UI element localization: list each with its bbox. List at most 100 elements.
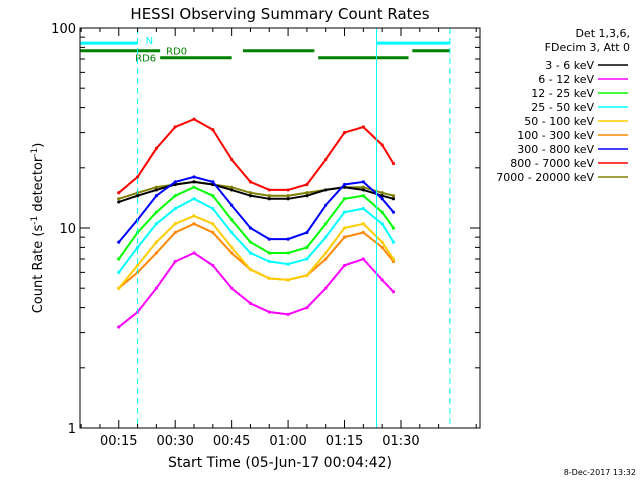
data-point bbox=[173, 125, 177, 129]
data-point bbox=[117, 240, 121, 244]
data-point bbox=[286, 251, 290, 255]
data-point bbox=[361, 222, 365, 226]
series-line-7 bbox=[118, 175, 395, 243]
flag-label-rd0: RD0 bbox=[166, 47, 187, 58]
data-point bbox=[173, 222, 177, 226]
data-point bbox=[286, 188, 290, 192]
legend-header-2: FDecim 3, Att 0 bbox=[545, 41, 630, 54]
data-point bbox=[267, 188, 271, 192]
data-point bbox=[192, 117, 196, 121]
data-point bbox=[173, 230, 177, 235]
data-point bbox=[380, 240, 384, 244]
data-point bbox=[135, 175, 140, 179]
legend-label: 50 - 100 keV bbox=[524, 115, 594, 128]
x-tick-label: 00:15 bbox=[100, 434, 137, 449]
plot-frame bbox=[79, 27, 481, 429]
x-tick-label: 00:30 bbox=[156, 434, 193, 449]
x-tick-label: 01:00 bbox=[269, 434, 306, 449]
data-point bbox=[192, 251, 196, 255]
data-point bbox=[391, 194, 396, 198]
data-point bbox=[342, 263, 347, 268]
data-point bbox=[305, 257, 309, 261]
data-point bbox=[230, 286, 234, 290]
series-line-5 bbox=[118, 214, 395, 289]
data-point bbox=[324, 251, 328, 255]
data-point bbox=[361, 185, 365, 189]
data-point bbox=[305, 182, 309, 187]
footer-date: 8-Dec-2017 13:32 bbox=[564, 468, 636, 477]
data-point bbox=[380, 278, 384, 282]
data-point bbox=[230, 203, 234, 207]
data-point bbox=[324, 257, 328, 261]
data-point bbox=[324, 203, 328, 207]
data-point bbox=[267, 310, 271, 314]
data-point bbox=[135, 245, 140, 249]
data-point bbox=[192, 214, 196, 218]
series-line-2 bbox=[118, 251, 395, 328]
data-point bbox=[342, 130, 347, 135]
flag-label-n: N bbox=[146, 36, 153, 47]
data-point bbox=[117, 197, 121, 201]
data-point bbox=[267, 259, 271, 264]
data-point bbox=[230, 230, 234, 235]
data-point bbox=[192, 185, 196, 189]
data-point bbox=[117, 286, 121, 290]
axis-layer: 1 10 100 00:15 00:30 00:45 01:00 01:15 01:30 bbox=[51, 22, 480, 449]
series-line-8 bbox=[118, 118, 395, 194]
data-point bbox=[267, 194, 271, 198]
data-point bbox=[230, 185, 234, 189]
data-point bbox=[211, 207, 215, 211]
data-point bbox=[361, 230, 365, 235]
data-point bbox=[286, 237, 290, 241]
data-point bbox=[173, 194, 177, 198]
series-line-4 bbox=[118, 197, 395, 274]
data-point bbox=[361, 188, 365, 192]
data-point bbox=[211, 230, 215, 235]
data-point bbox=[267, 197, 271, 201]
data-point bbox=[380, 143, 384, 147]
data-point bbox=[391, 240, 396, 244]
data-point bbox=[117, 325, 121, 329]
data-point bbox=[380, 245, 384, 249]
data-point bbox=[173, 207, 177, 211]
y-axis-label-end: ) bbox=[31, 143, 46, 148]
x-tick-label: 00:45 bbox=[213, 434, 250, 449]
data-point bbox=[117, 200, 121, 204]
data-point bbox=[380, 197, 384, 201]
data-point bbox=[154, 251, 158, 255]
data-point bbox=[361, 194, 365, 198]
y-axis-label: Count Rate (s-1 detector-1) bbox=[30, 143, 46, 314]
data-point bbox=[211, 180, 215, 184]
data-point bbox=[230, 251, 234, 255]
data-point bbox=[286, 312, 290, 316]
data-point bbox=[391, 259, 396, 264]
legend-label: 7000 - 20000 keV bbox=[496, 171, 594, 184]
data-point bbox=[380, 210, 384, 214]
data-point bbox=[211, 194, 215, 198]
y-axis-label-mid: detector bbox=[31, 156, 46, 216]
data-point bbox=[248, 251, 253, 255]
data-point bbox=[361, 207, 365, 211]
data-point bbox=[135, 194, 140, 198]
data-point bbox=[305, 191, 309, 195]
y-tick-label: 10 bbox=[59, 222, 76, 237]
data-point bbox=[391, 210, 396, 214]
data-point bbox=[361, 125, 365, 129]
data-point bbox=[192, 222, 196, 226]
y-tick-label: 1 bbox=[68, 422, 76, 437]
data-point bbox=[230, 188, 234, 192]
data-point bbox=[267, 251, 271, 255]
data-point bbox=[305, 245, 309, 249]
data-point bbox=[342, 235, 347, 239]
chart-title: HESSI Observing Summary Count Rates bbox=[130, 5, 429, 23]
data-point bbox=[286, 194, 290, 198]
data-point bbox=[154, 222, 158, 226]
data-point bbox=[248, 226, 253, 230]
data-point bbox=[117, 270, 121, 274]
data-point bbox=[342, 197, 347, 201]
y-axis-label-exp2: -1 bbox=[30, 148, 40, 157]
data-point bbox=[211, 263, 215, 268]
data-point bbox=[305, 230, 309, 235]
data-point bbox=[248, 240, 253, 244]
